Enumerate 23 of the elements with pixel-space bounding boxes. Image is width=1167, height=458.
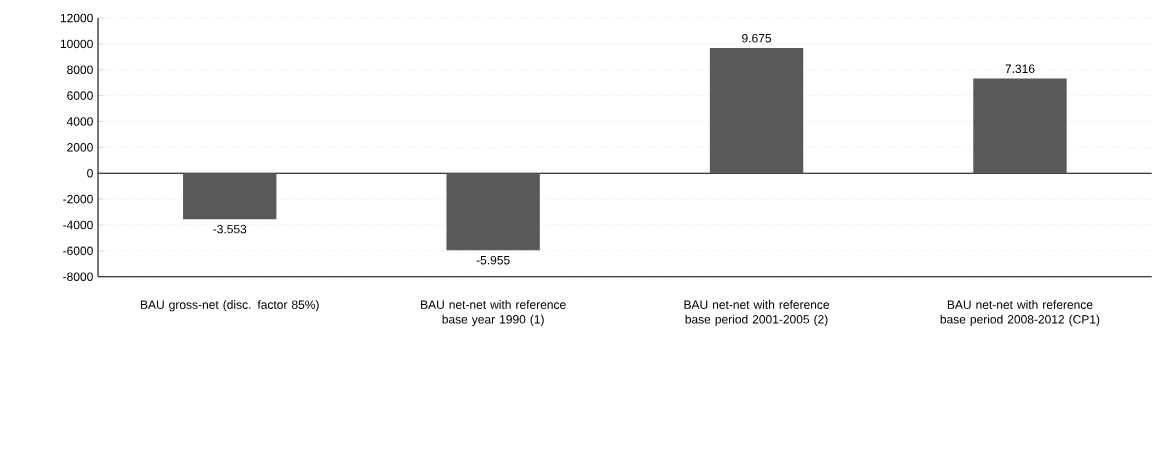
data-label: 9.675 xyxy=(742,33,772,43)
x-tick-label: BAU net-net with reference base year 1990 (1) xyxy=(421,300,566,326)
y-tick-label: 10000 xyxy=(60,39,93,49)
data-label: 7.316 xyxy=(1005,64,1035,73)
x-tick-label: BAU net-net with reference base period 2008-2012 (CP1) xyxy=(940,300,1100,326)
y-tick-label: 2000 xyxy=(67,143,93,152)
y-tick-label: 0 xyxy=(87,168,93,178)
y-tick-label: -8000 xyxy=(63,272,93,281)
x-tick-label: BAU net-net with reference base period 2001-2005 (2) xyxy=(684,300,830,326)
y-tick-label: 4000 xyxy=(66,117,93,126)
bar xyxy=(973,78,1067,174)
y-tick-label: -2000 xyxy=(63,194,93,204)
y-tick-label: 6000 xyxy=(67,91,93,100)
data-label: -3.553 xyxy=(213,224,247,234)
y-tick-label: 12000 xyxy=(60,13,93,23)
y-tick-label: -6000 xyxy=(63,246,93,256)
bar xyxy=(709,48,804,174)
y-tick-label: -4000 xyxy=(63,220,93,230)
bar xyxy=(183,173,277,220)
data-label: -5.955 xyxy=(476,255,510,265)
bar xyxy=(446,173,540,251)
x-tick-label: BAU gross-net (disc. factor 85%) xyxy=(141,300,319,312)
y-tick-label: 8000 xyxy=(67,65,93,74)
